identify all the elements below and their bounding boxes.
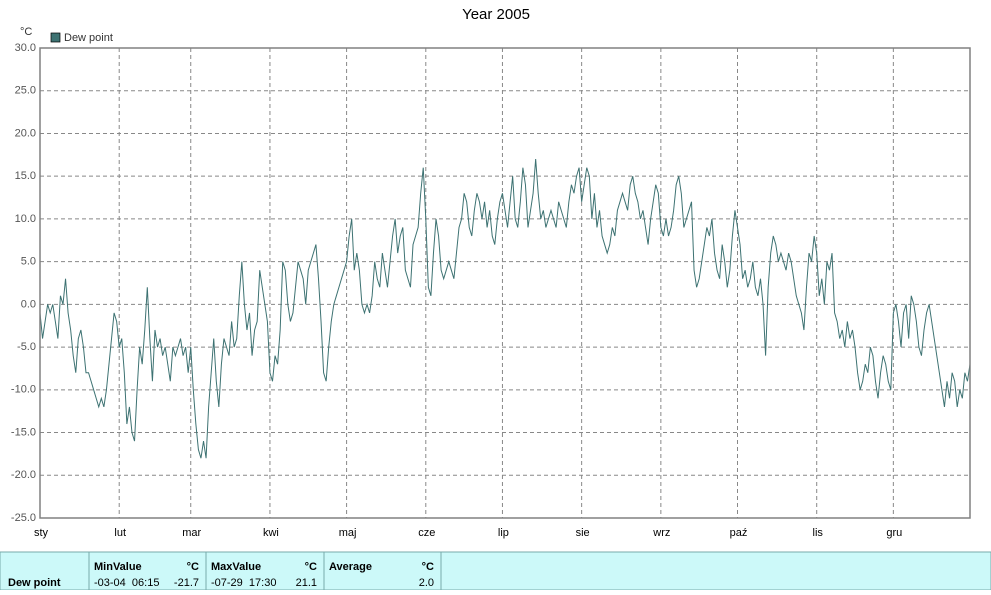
stats-value: 2.0 bbox=[419, 577, 434, 589]
x-tick-label: sie bbox=[576, 527, 590, 539]
y-tick-label: 10.0 bbox=[15, 213, 36, 225]
y-tick-label: 0.0 bbox=[21, 298, 36, 310]
x-tick-label: lut bbox=[114, 527, 126, 539]
x-tick-label: maj bbox=[339, 527, 357, 539]
stats-row-label: Dew point bbox=[8, 577, 61, 589]
legend-label: Dew point bbox=[64, 32, 113, 44]
stats-col-unit: °C bbox=[422, 561, 434, 573]
plot-area bbox=[40, 48, 970, 518]
x-tick-label: mar bbox=[182, 527, 201, 539]
y-tick-label: 15.0 bbox=[15, 170, 36, 182]
y-tick-label: -10.0 bbox=[11, 384, 36, 396]
y-tick-label: -20.0 bbox=[11, 469, 36, 481]
y-tick-label: -15.0 bbox=[11, 426, 36, 438]
stats-value: 21.1 bbox=[296, 577, 317, 589]
stats-col-title: MinValue bbox=[94, 561, 142, 573]
y-tick-label: -25.0 bbox=[11, 512, 36, 524]
x-tick-label: wrz bbox=[652, 527, 670, 539]
y-tick-label: 20.0 bbox=[15, 127, 36, 139]
y-tick-label: -5.0 bbox=[17, 341, 36, 353]
y-tick-label: 5.0 bbox=[21, 256, 36, 268]
y-unit: °C bbox=[20, 26, 32, 38]
x-tick-label: kwi bbox=[263, 527, 279, 539]
y-tick-label: 25.0 bbox=[15, 85, 36, 97]
stats-time: -07-29 17:30 bbox=[211, 577, 276, 589]
x-tick-label: cze bbox=[418, 527, 435, 539]
stats-value: -21.7 bbox=[174, 577, 199, 589]
y-tick-label: 30.0 bbox=[15, 42, 36, 54]
stats-col-title: Average bbox=[329, 561, 372, 573]
chart-title: Year 2005 bbox=[462, 6, 530, 23]
x-tick-label: lis bbox=[813, 527, 824, 539]
x-tick-label: sty bbox=[34, 527, 49, 539]
stats-time: -03-04 06:15 bbox=[94, 577, 159, 589]
x-tick-label: paź bbox=[730, 527, 748, 539]
series-line bbox=[39, 159, 971, 459]
stats-col-unit: °C bbox=[187, 561, 199, 573]
plot-border bbox=[39, 47, 971, 519]
stats-col-unit: °C bbox=[305, 561, 317, 573]
x-tick-label: gru bbox=[886, 527, 902, 539]
legend-swatch bbox=[50, 32, 61, 43]
stats-bar bbox=[0, 551, 991, 591]
x-tick-label: lip bbox=[498, 527, 509, 539]
stats-col-title: MaxValue bbox=[211, 561, 261, 573]
